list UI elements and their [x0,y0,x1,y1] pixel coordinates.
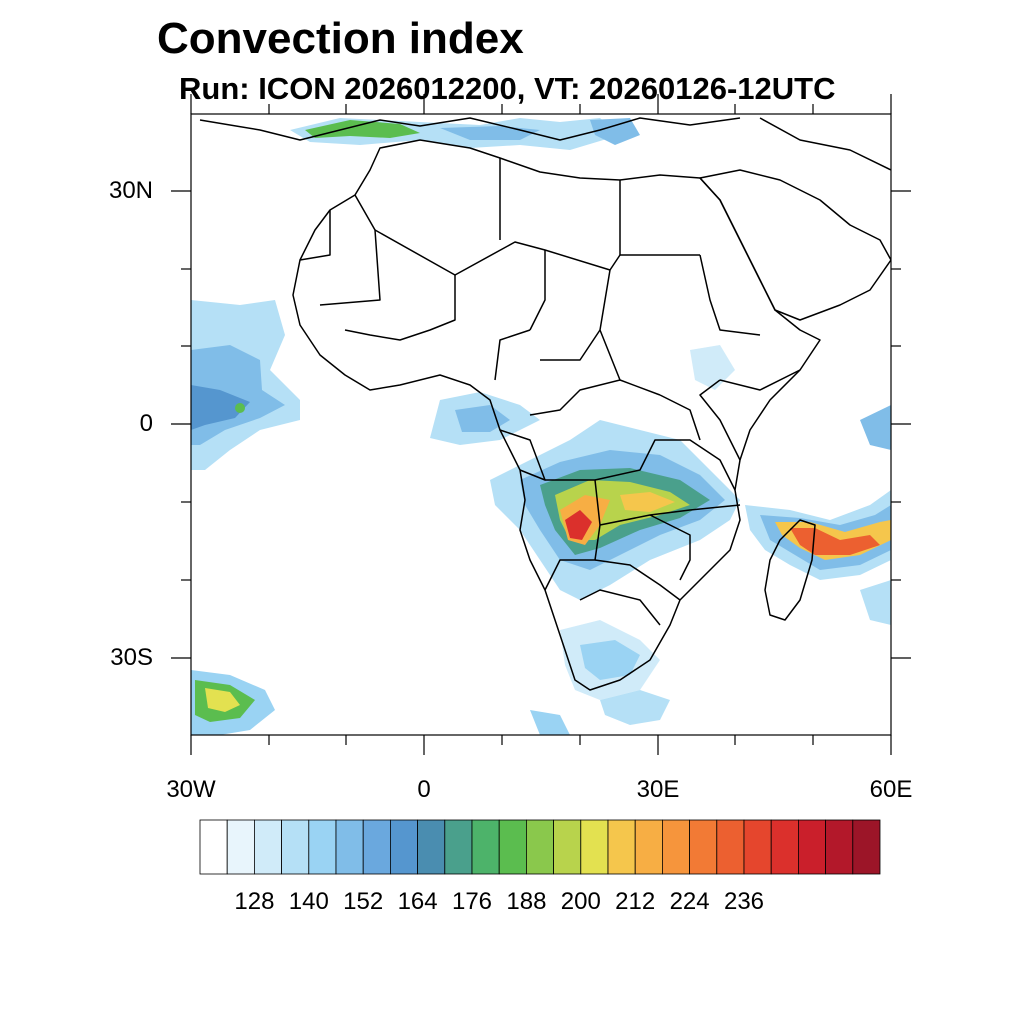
colorbar-label: 188 [506,888,547,915]
colorbar-swatch [852,819,881,875]
colorbar-swatch [498,819,527,875]
colorbar-swatch [417,819,446,875]
colorbar-swatch [444,819,473,875]
colorbar-swatch [471,819,500,875]
coastlines-borders [199,117,891,691]
colorbar-swatch [580,819,609,875]
colorbar-swatch [362,819,391,875]
colorbar-swatch [689,819,718,875]
colorbar-label: 224 [669,888,710,915]
colorbar-swatch [662,819,691,875]
colorbar-swatch [335,819,364,875]
lon-label-30e: 30E [636,776,680,803]
convection-field [191,118,891,735]
colorbar-swatch [553,819,582,875]
colorbar-label: 164 [397,888,438,915]
colorbar-label: 128 [234,888,275,915]
madagascar-outline [764,519,816,621]
lat-label-30n: 30N [108,177,153,204]
colorbar-label: 140 [288,888,329,915]
colorbar-swatch [253,819,282,875]
lat-label-30s: 30S [110,644,153,671]
lon-label-0: 0 [417,776,431,803]
colorbar-swatch [634,819,663,875]
colorbar-label: 236 [723,888,765,915]
colorbar-swatch [607,819,636,875]
lon-label-30w: 30W [166,776,216,803]
map-subtitle: Run: ICON 2026012200, VT: 20260126-12UTC [179,71,836,106]
colorbar-swatch [308,819,337,875]
colorbar-swatch [716,819,745,875]
africa-coastline [292,139,821,691]
colorbar-swatch [199,819,228,875]
colorbar-label: 152 [343,888,384,915]
colorbar-swatch [526,819,555,875]
plot-frame [190,113,892,736]
lon-label-60e: 60E [869,776,913,803]
lat-label-0: 0 [139,410,153,437]
colorbar-label: 200 [560,888,601,915]
colorbar-label: 176 [451,888,493,915]
colorbar-swatch [770,819,799,875]
map-title: Convection index [157,14,524,63]
colorbar-swatch [226,819,255,875]
axis-ticks [171,94,911,755]
arabia-outline [699,169,891,321]
colorbar-label: 212 [615,888,656,915]
colorbar-swatch [743,819,772,875]
colorbar-swatch [389,819,418,875]
colorbar-swatch [798,819,827,875]
colorbar-swatch [281,819,310,875]
colorbar-swatch [825,819,854,875]
colorbar [199,819,881,875]
